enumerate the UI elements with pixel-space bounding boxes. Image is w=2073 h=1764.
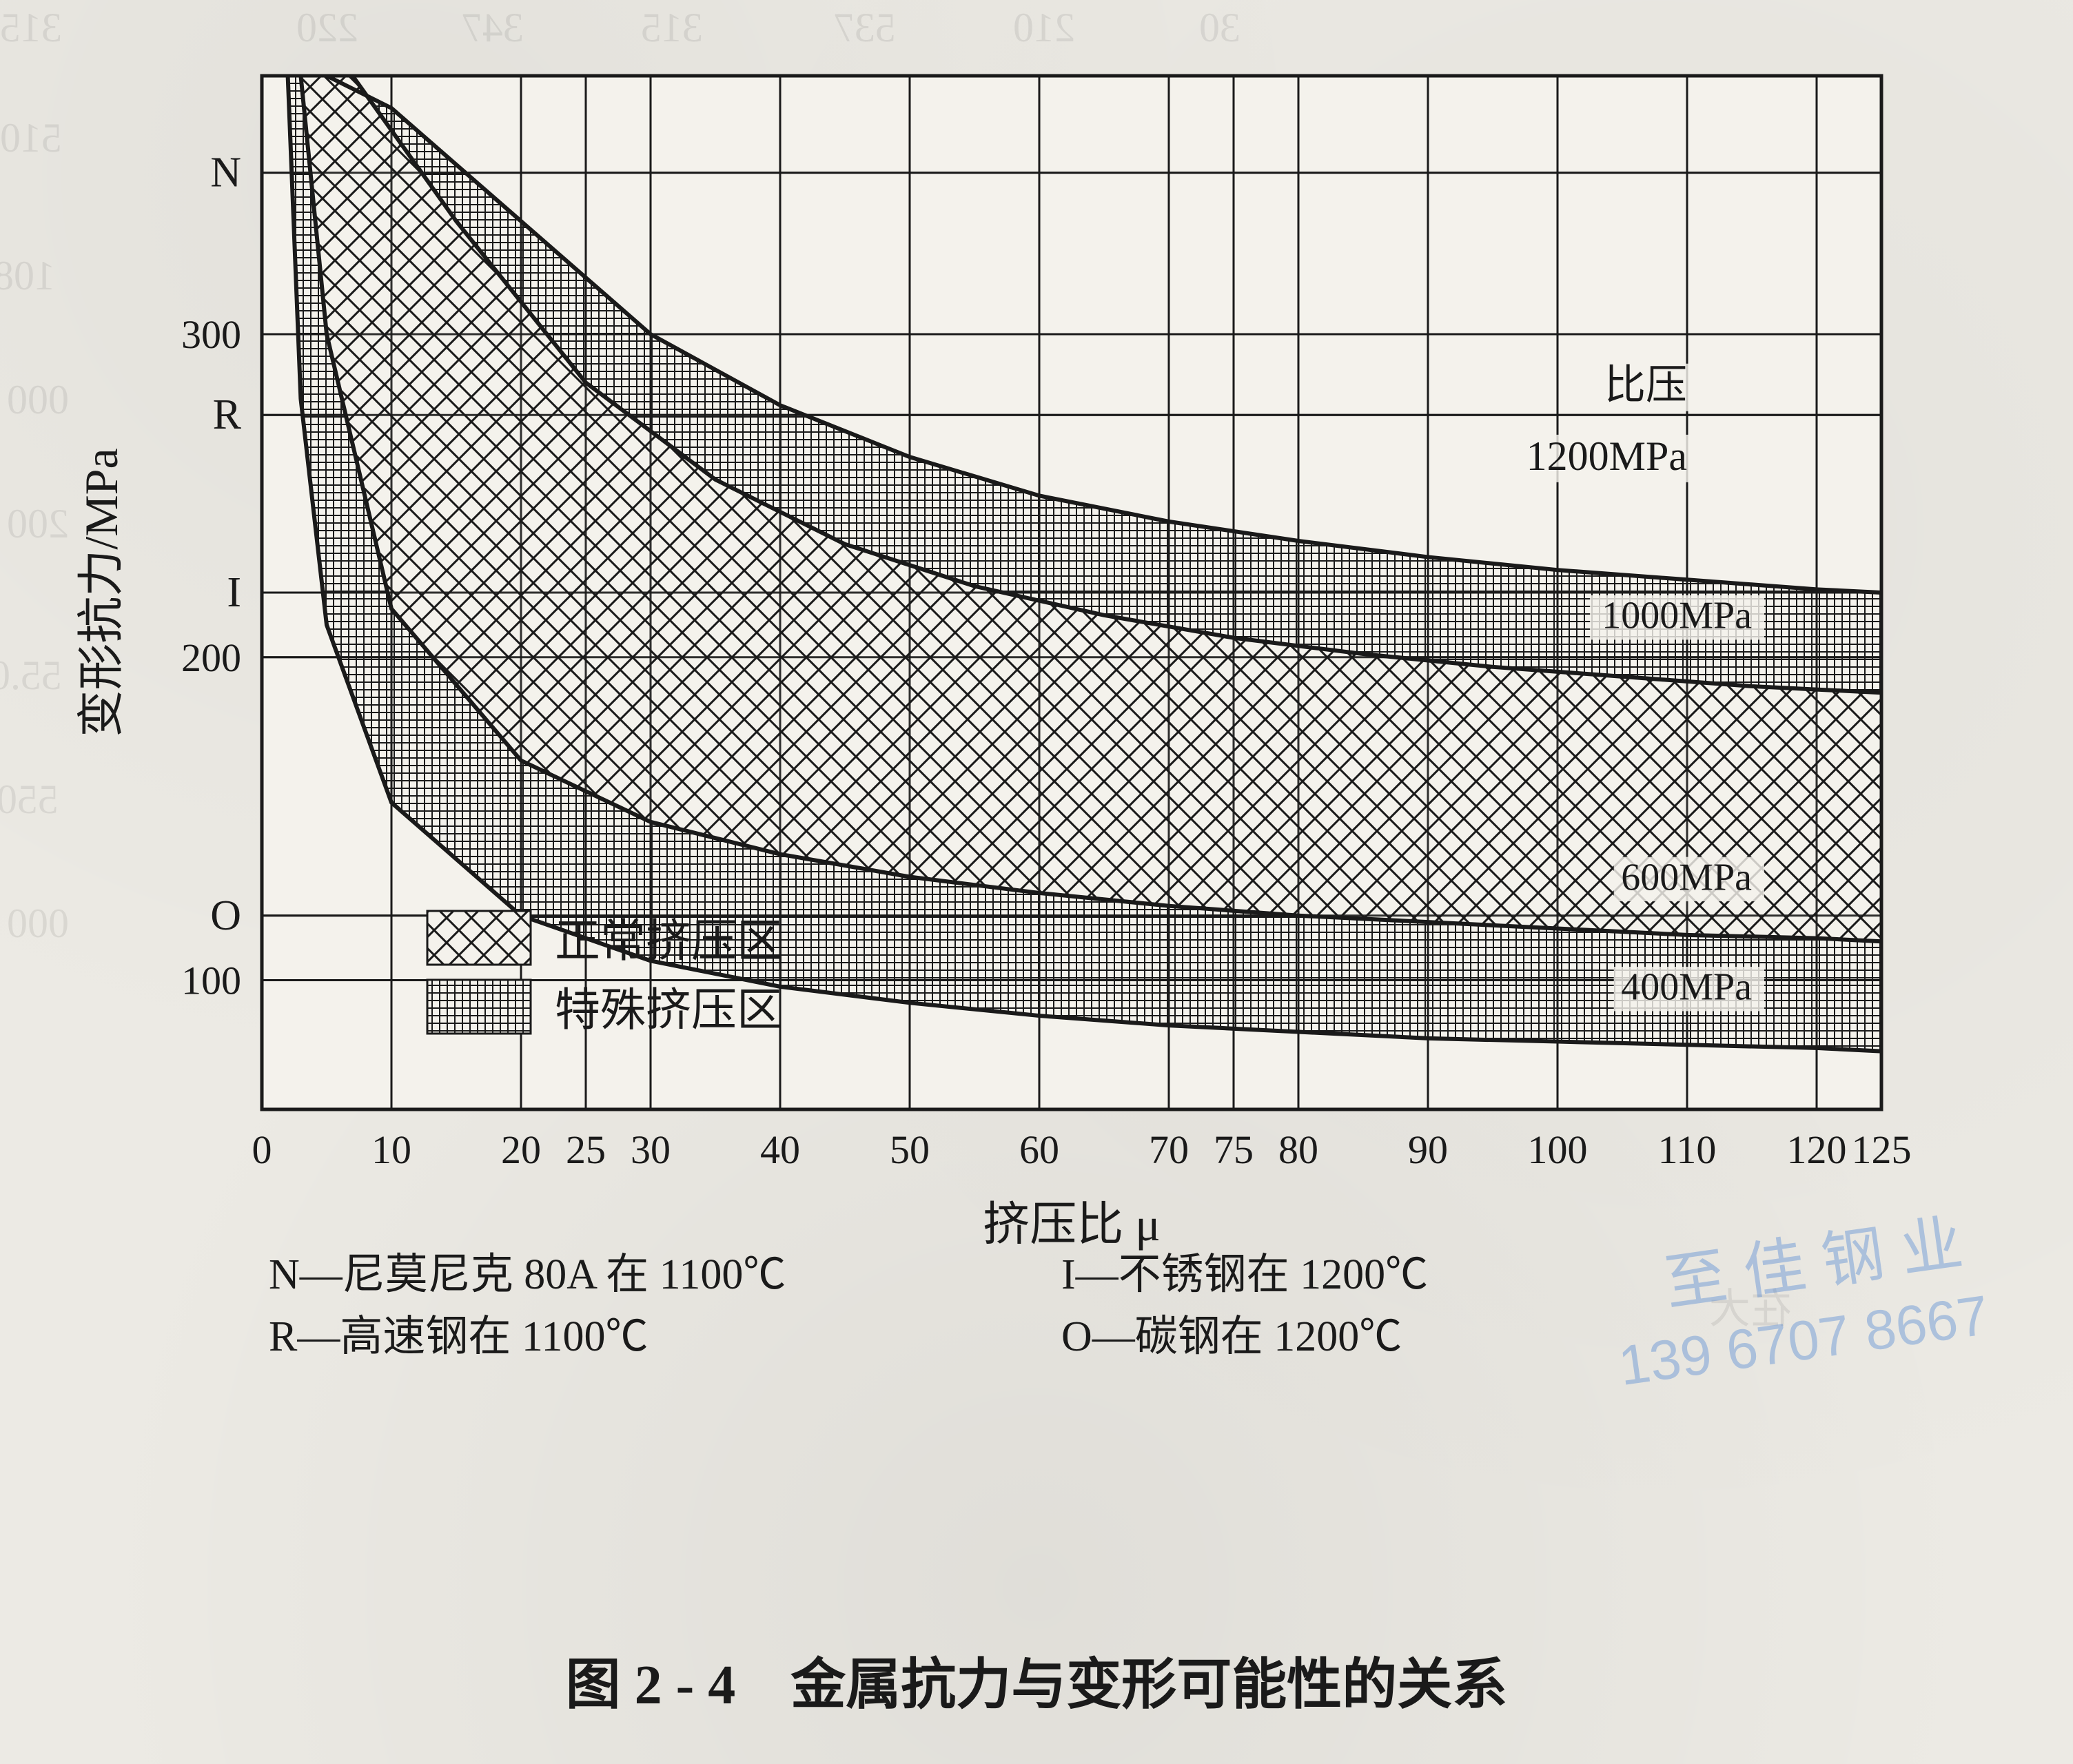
y-tick-label: 300	[181, 312, 241, 357]
x-tick-label: 60	[1019, 1127, 1059, 1172]
x-tick-label: 125	[1852, 1127, 1912, 1172]
y-letter-tick: N	[210, 150, 241, 196]
legend-swatch-label: 特殊挤压区	[555, 985, 782, 1036]
x-tick-label: 75	[1214, 1127, 1254, 1172]
figure-caption: 图 2 - 4 金属抗力与变形可能性的关系	[0, 1640, 2073, 1720]
y-letter-tick: R	[213, 391, 242, 438]
y-tick-label: 100	[181, 958, 241, 1003]
x-tick-label: 100	[1528, 1127, 1588, 1172]
x-tick-label: 40	[760, 1127, 800, 1172]
y-tick-label: 200	[181, 635, 241, 680]
x-tick-label: 120	[1787, 1127, 1847, 1172]
x-tick-label: 25	[566, 1127, 606, 1172]
chart-svg: 比压 1200MPa 1000MPa 600MPa 400MPa 0 10 20 25 30 40 5…	[0, 0, 2073, 1764]
x-tick-label: 10	[371, 1127, 411, 1172]
x-tick-label: 110	[1658, 1127, 1717, 1172]
legend-swatch	[427, 911, 531, 965]
legend-swatch-label: 正常挤压区	[555, 916, 782, 967]
x-tick-label: 50	[890, 1127, 930, 1172]
x-tick-label: 20	[501, 1127, 541, 1172]
y-letter-tick: O	[210, 892, 241, 939]
legend-note: R—高速钢在 1100℃	[269, 1313, 649, 1360]
legend-note: O—碳钢在 1200℃	[1061, 1313, 1402, 1360]
x-tick-label: 30	[631, 1127, 671, 1172]
legend-note: I—不锈钢在 1200℃	[1061, 1251, 1428, 1298]
x-tick-label: 70	[1149, 1127, 1189, 1172]
contour-label: 1200MPa	[1526, 433, 1687, 479]
x-tick-label: 80	[1278, 1127, 1318, 1172]
y-axis-label: 变形抗力/MPa	[75, 448, 127, 737]
y-letter-tick: I	[227, 569, 241, 616]
page-root: 3150220347315537210305100781080000020055…	[0, 0, 2073, 1764]
contour-label: 1000MPa	[1602, 595, 1752, 637]
contour-label: 400MPa	[1621, 966, 1752, 1009]
x-tick-label: 0	[252, 1127, 272, 1172]
x-tick-label: 90	[1408, 1127, 1448, 1172]
legend-swatch	[427, 980, 531, 1034]
contour-label: 比压	[1604, 362, 1687, 408]
contour-label: 600MPa	[1621, 856, 1752, 899]
x-axis-label: 挤压比 μ	[983, 1198, 1160, 1251]
legend-note: N—尼莫尼克 80A 在 1100℃	[269, 1251, 786, 1298]
